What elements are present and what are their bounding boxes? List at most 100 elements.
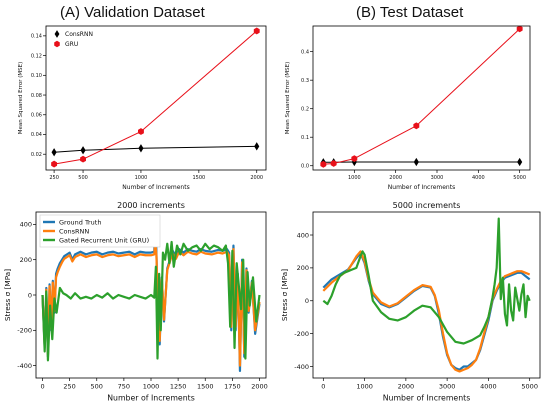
x-tick-label: 1500	[192, 175, 205, 181]
x-axis-label: Number of Increments	[383, 394, 471, 403]
x-tick-label: 250	[63, 383, 75, 391]
legend-label: ConsRNN	[65, 31, 93, 38]
x-tick-label: 4000	[472, 175, 485, 181]
x-tick-label: 2000	[251, 383, 268, 391]
series-line-ground-truth	[322, 251, 531, 371]
data-point-gru	[51, 160, 58, 168]
plot-frame	[45, 25, 267, 171]
subplot-title: 5000 increments	[393, 201, 461, 210]
chart-2: 1000 2000 3000 4000 5000 0.0 0.1 0.2 0.3 0.4 Numbe…	[285, 25, 531, 191]
x-tick-label: 250	[49, 175, 59, 181]
y-tick-label: 0.4	[301, 49, 309, 55]
plot-frame	[312, 211, 541, 379]
legend-label: ConsRNN	[59, 227, 89, 235]
legend-label: Gated Recurrent Unit (GRU)	[59, 236, 149, 244]
x-tick-label: 5000	[521, 383, 538, 391]
y-tick-label: 0.14	[31, 34, 42, 40]
y-tick-label: 0.2	[301, 106, 309, 112]
y-axis-label: Stress σ [MPa]	[280, 269, 289, 321]
y-tick-label: 200	[20, 256, 32, 264]
panel-a-title: (A) Validation Dataset	[60, 4, 205, 21]
x-tick-label: 0	[40, 383, 44, 391]
y-tick-label: 0.02	[31, 152, 42, 158]
y-tick-label: 400	[20, 221, 32, 229]
data-point-gru	[253, 27, 260, 35]
chart-1: 250 500 1000 1500 2000 0.02 0.04 0.06 0.08 0.10 0.…	[18, 25, 267, 191]
panel-b-title: (B) Test Dataset	[356, 4, 464, 21]
plot-frame	[312, 25, 531, 171]
x-tick-label: 0	[321, 383, 325, 391]
y-tick-label: 0.08	[31, 93, 42, 99]
data-point-consrnn	[80, 146, 86, 155]
x-tick-label: 4000	[480, 383, 497, 391]
x-tick-label: 1250	[170, 383, 187, 391]
x-tick-label: 1000	[356, 383, 373, 391]
y-tick-label: -200	[294, 330, 309, 338]
x-tick-label: 3000	[431, 175, 444, 181]
data-point-gru	[320, 160, 327, 168]
data-point-consrnn	[51, 148, 57, 157]
data-point-gru	[516, 26, 523, 33]
data-point-consrnn	[413, 157, 419, 167]
x-tick-label: 1500	[197, 383, 214, 391]
x-tick-label: 500	[78, 175, 88, 181]
data-point-gru	[138, 128, 144, 135]
x-axis-label: Number of Increments	[388, 184, 455, 191]
legend-box	[39, 214, 161, 248]
chart-3: 2000 increments 0 250 500 750 1000 1250 1500 175…	[3, 201, 268, 403]
x-tick-label: 1750	[224, 383, 241, 391]
series-line-gru	[323, 28, 521, 165]
series-line-consrnn	[54, 145, 257, 153]
x-tick-label: 2000	[398, 383, 415, 391]
series-line-gru	[54, 30, 258, 165]
x-tick-label: 750	[118, 383, 130, 391]
data-point-gru	[330, 160, 337, 167]
x-tick-label: 1000	[135, 175, 148, 181]
legend-marker	[54, 40, 60, 48]
y-tick-label: -200	[17, 327, 32, 335]
legend-label: Ground Truth	[59, 218, 101, 226]
data-point-consrnn	[254, 142, 260, 151]
data-point-gru	[351, 155, 358, 162]
y-axis-label: Mean Squared Error (MSE)	[18, 62, 24, 135]
data-point-gru	[80, 155, 86, 163]
y-tick-label: 0.0	[301, 163, 309, 169]
y-tick-label: 0.06	[31, 113, 42, 119]
data-point-consrnn	[138, 144, 144, 153]
x-tick-label: 3000	[439, 383, 456, 391]
series-group	[51, 27, 260, 168]
y-tick-label: 0	[305, 297, 309, 305]
series-group	[322, 217, 531, 373]
y-tick-label: 0	[28, 291, 32, 299]
y-tick-label: 0.10	[31, 73, 42, 79]
x-tick-label: 2000	[250, 175, 263, 181]
y-tick-label: 0.04	[31, 132, 42, 138]
x-tick-label: 500	[91, 383, 103, 391]
y-tick-label: 400	[297, 231, 309, 239]
x-axis-label: Number of Increments	[107, 394, 195, 403]
series-group	[320, 26, 523, 168]
x-tick-label: 2000	[389, 175, 402, 181]
y-tick-label: 200	[297, 264, 309, 272]
x-tick-label: 1000	[348, 175, 361, 181]
x-tick-label: 5000	[513, 175, 526, 181]
x-tick-label: 1000	[143, 383, 160, 391]
series-line-gated-recurrent-unit-gru-	[41, 240, 261, 362]
y-tick-label: -400	[294, 363, 309, 371]
y-tick-label: 0.12	[31, 53, 42, 59]
legend-marker	[54, 30, 60, 38]
y-tick-label: 0.1	[301, 135, 309, 141]
subplot-title: 2000 increments	[117, 201, 185, 210]
y-tick-label: 0.3	[301, 78, 309, 84]
y-axis-label: Stress σ [MPa]	[3, 269, 12, 321]
legend-label: GRU	[65, 41, 78, 48]
data-point-gru	[413, 122, 420, 130]
x-axis-label: Number of Increments	[122, 184, 189, 191]
legend: ConsRNN GRU	[54, 30, 93, 48]
y-axis-label: Mean Squared Error (MSE)	[285, 62, 291, 135]
series-line-gated-recurrent-unit-gru-	[322, 217, 531, 345]
plot-frame	[35, 211, 267, 379]
